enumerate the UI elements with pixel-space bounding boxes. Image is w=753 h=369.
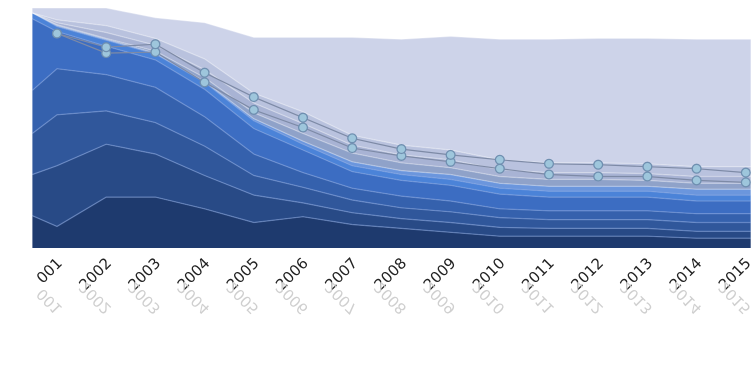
area-series-2 [32,144,751,239]
data-point-s2-2011 [543,158,555,169]
area-boundary-line-9 [32,12,751,178]
data-point-s2-2014 [691,163,702,174]
series-lines [32,7,751,239]
data-point-s2-2006 [297,112,309,123]
area-boundary-line-3 [32,110,751,224]
data-point-s1-2013 [642,171,653,182]
data-point-s2-2013 [642,161,653,172]
data-point-s2-2007 [347,133,358,144]
data-point-s2-2002 [101,42,112,53]
data-markers [51,28,751,188]
data-point-s2-2015 [740,167,751,178]
area-boundary-line-10 [32,12,751,168]
area-boundary-line-2 [32,143,751,232]
area-series-3 [32,110,751,232]
data-point-s1-2014 [691,175,702,186]
data-point-s2-001 [51,28,63,39]
area-boundary-line-11 [32,7,751,40]
area-boundary-line-4 [32,68,751,215]
data-point-s2-2008 [396,144,407,155]
data-point-s1-2012 [593,171,604,182]
area-series-1 [32,197,751,248]
data-point-s2-2010 [494,154,505,165]
area-boundary-line-8 [32,12,751,184]
area-series-10 [32,12,751,177]
data-point-s1-2011 [543,169,555,180]
data-point-s1-2015 [740,177,751,188]
data-point-s1-2007 [347,143,358,154]
data-point-s1-2006 [297,122,309,133]
area-layers [32,8,751,248]
data-point-s2-2005 [248,92,259,103]
data-point-s1-2010 [494,163,505,174]
area-boundary-line-1 [32,196,751,239]
area-series-4 [32,68,751,223]
x-tick-label: 001 [33,254,66,287]
data-point-s1-2005 [248,104,259,115]
data-point-s1-2004 [199,77,210,88]
data-point-s2-2012 [593,159,604,170]
data-point-s2-2003 [150,39,161,50]
area-series-11 [32,8,751,167]
data-point-s2-2004 [199,67,210,78]
area-boundary-line-6 [32,12,751,196]
x-tick-label-reflection: 001 [33,285,66,318]
data-point-s2-2009 [445,149,456,160]
